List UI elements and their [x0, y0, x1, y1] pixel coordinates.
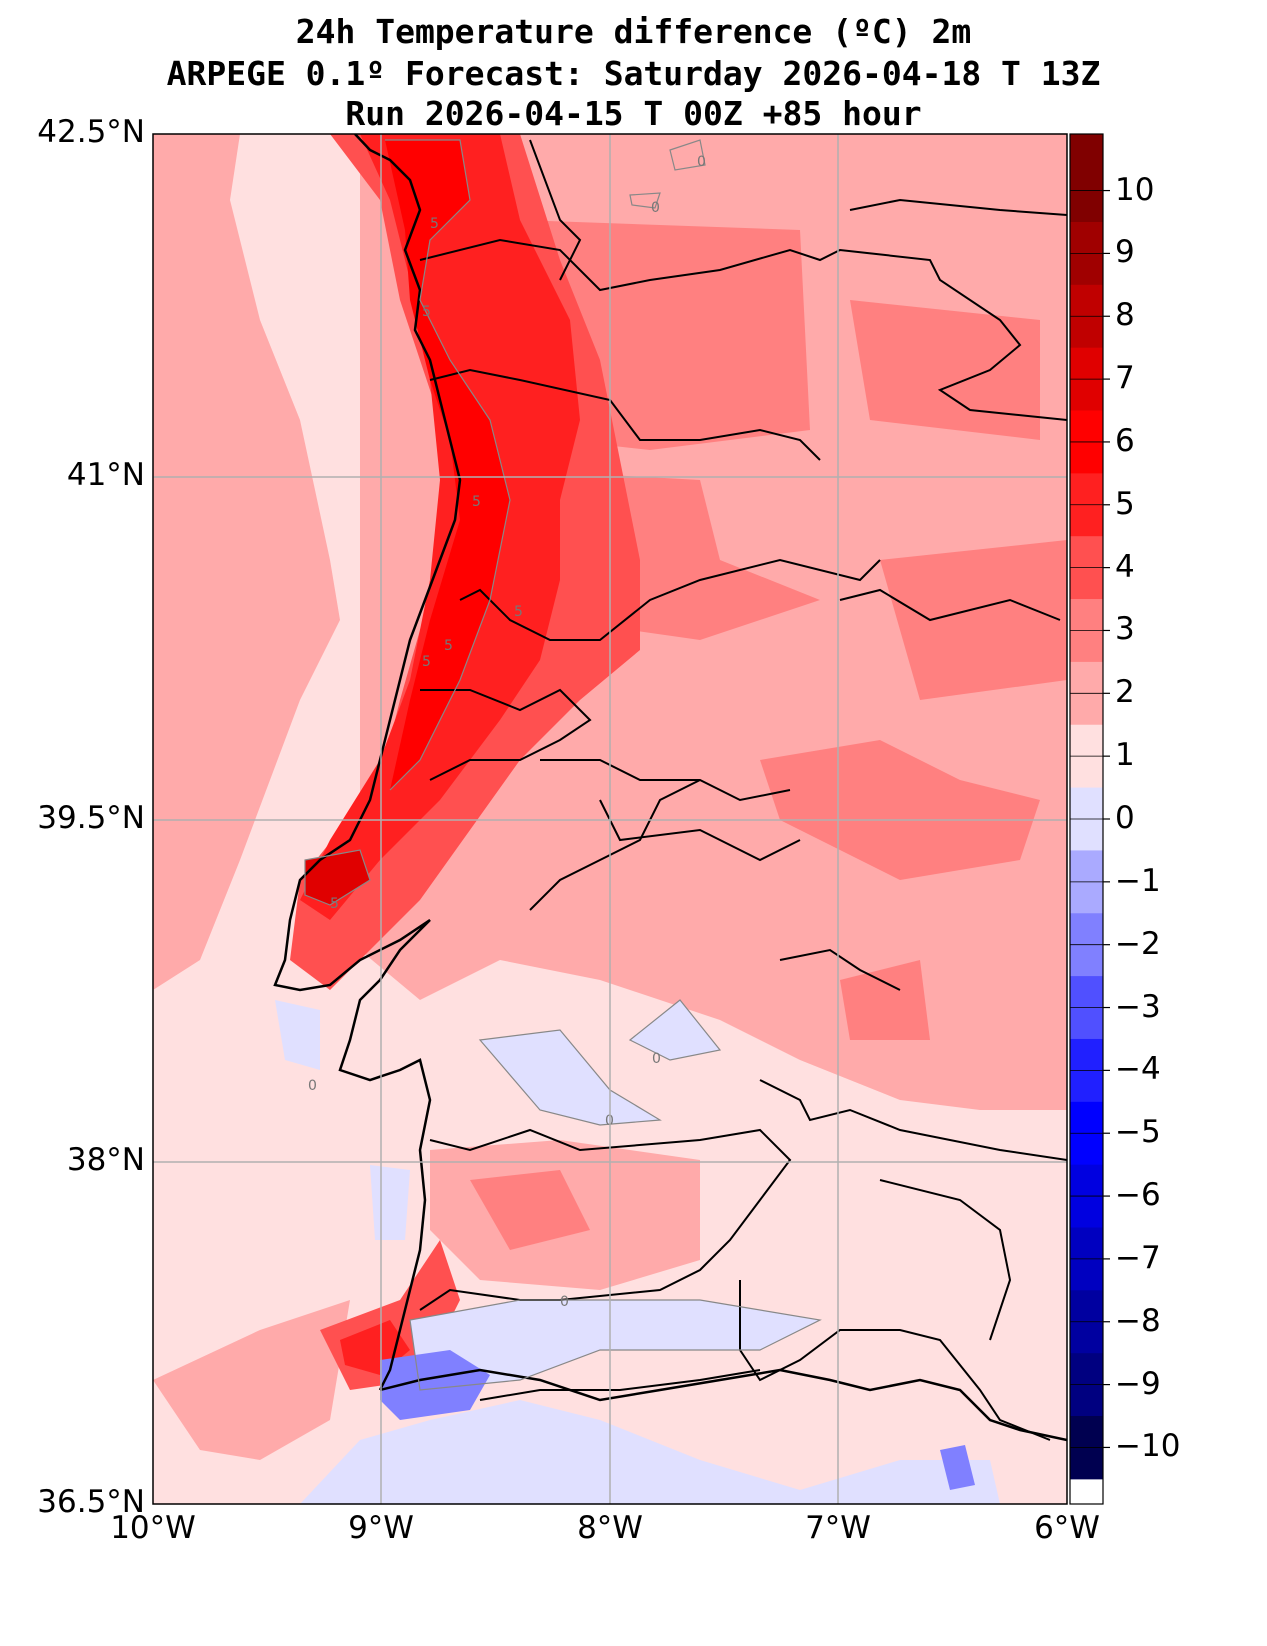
colorbar-label: 5 — [1115, 485, 1135, 522]
colorbar-label: 4 — [1115, 548, 1135, 585]
contour-label: 0 — [652, 1051, 661, 1067]
field-neg-h — [940, 1445, 975, 1490]
field-2-3-f — [840, 960, 930, 1040]
lon-tick-label: 9°W — [348, 1510, 414, 1546]
colorbar-label: −1 — [1115, 862, 1161, 899]
field-neg-c — [275, 1000, 320, 1070]
contour-label: 5 — [514, 604, 523, 620]
contour-label: 5 — [472, 494, 481, 510]
contour-label: 5 — [444, 638, 453, 654]
colorbar-label: −7 — [1115, 1239, 1161, 1276]
field-4-5 — [300, 134, 580, 920]
colorbar — [1070, 134, 1110, 1480]
contour-label: 0 — [697, 154, 706, 170]
contour-label: 5 — [430, 216, 439, 232]
colorbar-label: −8 — [1115, 1302, 1161, 1339]
field-neg-f — [300, 1400, 1000, 1504]
field-2-3-g — [470, 1170, 590, 1250]
colorbar-label: 1 — [1115, 737, 1135, 774]
contour-label: 0 — [308, 1078, 317, 1094]
colorbar-frame — [1069, 133, 1104, 1505]
chart-title-line3: Run 2026-04-15 T 00Z +85 hour — [345, 94, 922, 133]
field-2-3-e — [760, 740, 1040, 880]
field-ocean-1-2 — [153, 134, 340, 990]
colorbar-label: −10 — [1115, 1428, 1181, 1465]
contour-label: 0 — [651, 200, 660, 216]
field-5-6 — [385, 140, 510, 790]
field-neg-b — [630, 1000, 720, 1060]
colorbar-label: 9 — [1115, 234, 1135, 271]
colorbar-label: 6 — [1115, 422, 1135, 459]
colorbar-label: 0 — [1115, 800, 1135, 836]
lon-tick-label: 10°W — [110, 1510, 196, 1546]
colorbar-label: −9 — [1115, 1365, 1161, 1402]
colorbar-label: 2 — [1115, 674, 1135, 711]
colorbar-segment — [1070, 134, 1103, 160]
contour-label: 5 — [330, 896, 339, 912]
field-ocean-south — [153, 1300, 350, 1460]
colorbar-label: −5 — [1115, 1114, 1161, 1151]
colorbar-label: 10 — [1115, 171, 1155, 208]
south-coastline — [379, 1368, 1067, 1442]
field-neg-d — [370, 1165, 410, 1240]
chart-title-line1: 24h Temperature difference (ºC) 2m — [295, 12, 972, 51]
colorbar-label: −2 — [1115, 925, 1161, 962]
lon-tick-label: 7°W — [805, 1510, 871, 1546]
chart-title-line2: ARPEGE 0.1º Forecast: Saturday 2026-04-1… — [166, 54, 1101, 93]
contour-label: 5 — [422, 654, 431, 670]
colorbar-label: −6 — [1115, 1177, 1161, 1214]
lat-tick-label: 36.5°N — [37, 1484, 145, 1520]
field-neg-g — [380, 1350, 490, 1420]
colorbar-label: 8 — [1115, 297, 1135, 334]
colorbar-label: −3 — [1115, 988, 1161, 1025]
lon-tick-label: 6°W — [1034, 1510, 1100, 1546]
contour-lines — [304, 139, 822, 1391]
gridlines — [153, 134, 1067, 1504]
field-2-3-d — [880, 540, 1067, 700]
colorbar-label: 3 — [1115, 611, 1135, 648]
lat-tick-label: 38°N — [66, 1142, 145, 1178]
lon-tick-label: 8°W — [577, 1510, 643, 1546]
field-neg-a — [480, 1030, 660, 1125]
map-frame — [152, 133, 1068, 1505]
field-2-3-b — [850, 300, 1040, 440]
field-5-6-tagus — [305, 850, 370, 905]
colorbar-label: 7 — [1115, 360, 1135, 397]
field-neg-e — [410, 1300, 820, 1390]
contour-label: 5 — [422, 304, 431, 320]
lat-tick-label: 42.5°N — [37, 114, 145, 150]
contour-label: 0 — [560, 1294, 569, 1310]
colorbar-label: −4 — [1115, 1051, 1161, 1088]
coastline — [273, 134, 462, 1391]
admin-borders — [419, 139, 1067, 1441]
lat-tick-label: 39.5°N — [37, 800, 145, 836]
lat-tick-label: 41°N — [66, 457, 145, 493]
